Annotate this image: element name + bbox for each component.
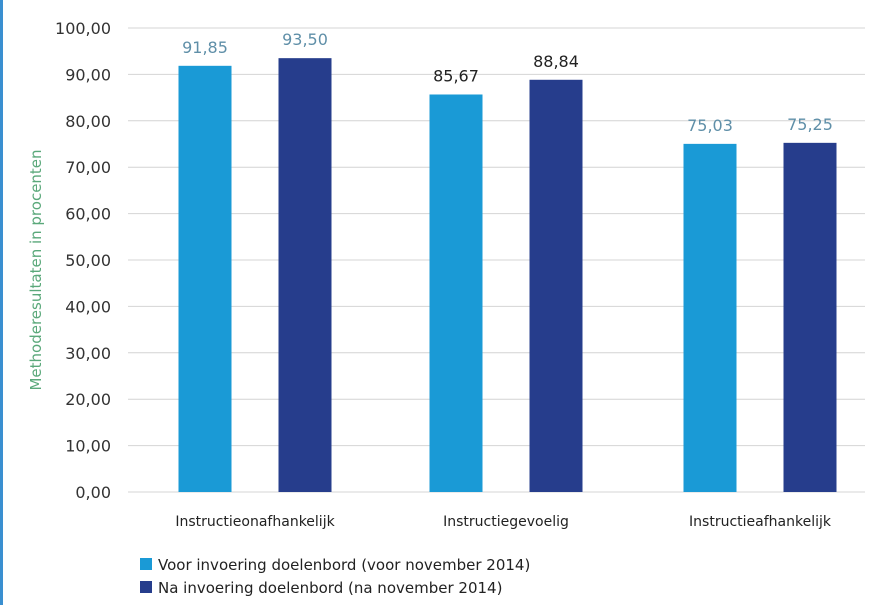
bar (178, 65, 232, 492)
y-tick-label: 60,00 (65, 205, 111, 224)
data-label: 93,50 (282, 30, 328, 49)
category-label: Instructieonafhankelijk (175, 514, 335, 530)
y-axis-label: Methoderesultaten in procenten (27, 149, 45, 390)
data-label: 88,84 (533, 52, 579, 71)
data-labels: 91,85 93,50 85,67 88,84 75,03 75,25 (182, 30, 833, 135)
y-tick-label: 30,00 (65, 344, 111, 363)
bar (683, 143, 737, 493)
legend-label: Na invoering doelenbord (na november 201… (158, 579, 502, 597)
y-tick-label: 70,00 (65, 158, 111, 177)
bar (783, 142, 837, 492)
category-labels: Instructieonafhankelijk Instructiegevoeli… (175, 514, 832, 530)
category-label: Instructiegevoelig (443, 514, 569, 530)
y-tick-label: 10,00 (65, 437, 111, 456)
gridlines (128, 27, 865, 493)
y-tick-label: 80,00 (65, 112, 111, 131)
legend-swatch (140, 558, 152, 570)
y-tick-label: 40,00 (65, 297, 111, 316)
bar (278, 58, 332, 492)
y-tick-label: 90,00 (65, 65, 111, 84)
y-tick-label: 100,00 (55, 19, 111, 38)
y-tick-label: 50,00 (65, 251, 111, 270)
data-label: 75,03 (687, 116, 733, 135)
data-label: 85,67 (433, 66, 479, 85)
bar (529, 79, 583, 492)
bar (429, 94, 483, 492)
legend: Voor invoering doelenbord (voor november… (140, 556, 530, 597)
data-label: 91,85 (182, 38, 228, 57)
legend-label: Voor invoering doelenbord (voor november… (158, 556, 530, 574)
data-label: 75,25 (787, 115, 833, 134)
bars (178, 58, 837, 493)
bar-chart: 0,00 10,00 20,00 30,00 40,00 50,00 60,00 70,00 8… (27, 19, 865, 597)
category-label: Instructieafhankelijk (689, 514, 832, 530)
legend-swatch (140, 581, 152, 593)
y-tick-label: 0,00 (75, 483, 111, 502)
y-tick-label: 20,00 (65, 390, 111, 409)
y-axis-ticks: 0,00 10,00 20,00 30,00 40,00 50,00 60,00 70,00 8… (55, 19, 111, 502)
